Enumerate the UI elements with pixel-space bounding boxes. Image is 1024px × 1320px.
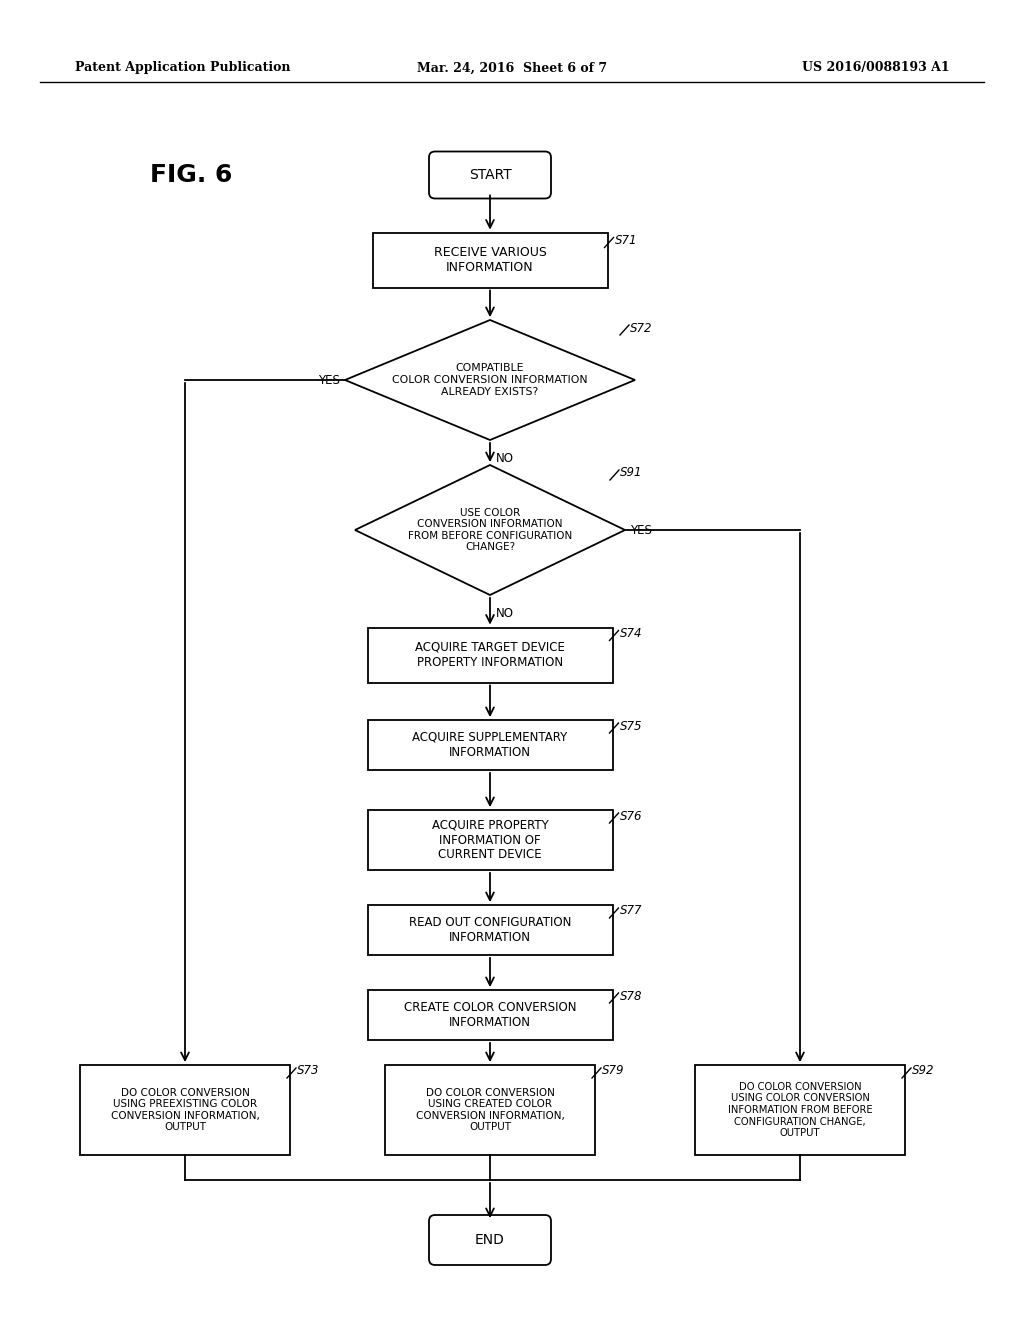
Text: S74: S74: [620, 627, 642, 640]
Text: YES: YES: [630, 524, 652, 536]
Text: NO: NO: [496, 451, 514, 465]
FancyBboxPatch shape: [429, 152, 551, 198]
Text: S72: S72: [630, 322, 652, 334]
Text: S73: S73: [297, 1064, 319, 1077]
Text: S71: S71: [614, 234, 637, 247]
Text: FIG. 6: FIG. 6: [150, 162, 232, 187]
Bar: [368, 810, 612, 870]
Text: READ OUT CONFIGURATION
INFORMATION: READ OUT CONFIGURATION INFORMATION: [409, 916, 571, 944]
Bar: [385, 1065, 595, 1155]
Text: DO COLOR CONVERSION
USING PREEXISTING COLOR
CONVERSION INFORMATION,
OUTPUT: DO COLOR CONVERSION USING PREEXISTING CO…: [111, 1088, 259, 1133]
Text: Patent Application Publication: Patent Application Publication: [75, 62, 291, 74]
Text: ACQUIRE PROPERTY
INFORMATION OF
CURRENT DEVICE: ACQUIRE PROPERTY INFORMATION OF CURRENT …: [432, 818, 549, 862]
Text: END: END: [475, 1233, 505, 1247]
Text: S79: S79: [602, 1064, 625, 1077]
Text: YES: YES: [318, 374, 340, 387]
Text: ACQUIRE SUPPLEMENTARY
INFORMATION: ACQUIRE SUPPLEMENTARY INFORMATION: [413, 731, 567, 759]
Text: Mar. 24, 2016  Sheet 6 of 7: Mar. 24, 2016 Sheet 6 of 7: [417, 62, 607, 74]
Bar: [368, 906, 612, 954]
Text: COMPATIBLE
COLOR CONVERSION INFORMATION
ALREADY EXISTS?: COMPATIBLE COLOR CONVERSION INFORMATION …: [392, 363, 588, 396]
Text: S76: S76: [620, 809, 642, 822]
Bar: [368, 990, 612, 1040]
Text: S78: S78: [620, 990, 642, 1002]
Bar: [373, 232, 607, 288]
Text: S75: S75: [620, 719, 642, 733]
Text: US 2016/0088193 A1: US 2016/0088193 A1: [803, 62, 950, 74]
Text: RECEIVE VARIOUS
INFORMATION: RECEIVE VARIOUS INFORMATION: [433, 246, 547, 275]
Text: DO COLOR CONVERSION
USING COLOR CONVERSION
INFORMATION FROM BEFORE
CONFIGURATION: DO COLOR CONVERSION USING COLOR CONVERSI…: [728, 1082, 872, 1138]
FancyBboxPatch shape: [429, 1214, 551, 1265]
Bar: [80, 1065, 290, 1155]
Text: USE COLOR
CONVERSION INFORMATION
FROM BEFORE CONFIGURATION
CHANGE?: USE COLOR CONVERSION INFORMATION FROM BE…: [408, 508, 572, 552]
Polygon shape: [345, 319, 635, 440]
Text: S77: S77: [620, 904, 642, 917]
Text: ACQUIRE TARGET DEVICE
PROPERTY INFORMATION: ACQUIRE TARGET DEVICE PROPERTY INFORMATI…: [415, 642, 565, 669]
Text: S92: S92: [912, 1064, 935, 1077]
Text: CREATE COLOR CONVERSION
INFORMATION: CREATE COLOR CONVERSION INFORMATION: [403, 1001, 577, 1030]
Bar: [368, 719, 612, 770]
Polygon shape: [355, 465, 625, 595]
Bar: [368, 627, 612, 682]
Text: DO COLOR CONVERSION
USING CREATED COLOR
CONVERSION INFORMATION,
OUTPUT: DO COLOR CONVERSION USING CREATED COLOR …: [416, 1088, 564, 1133]
Text: S91: S91: [620, 466, 642, 479]
Text: NO: NO: [496, 607, 514, 620]
Bar: [695, 1065, 905, 1155]
Text: START: START: [469, 168, 511, 182]
